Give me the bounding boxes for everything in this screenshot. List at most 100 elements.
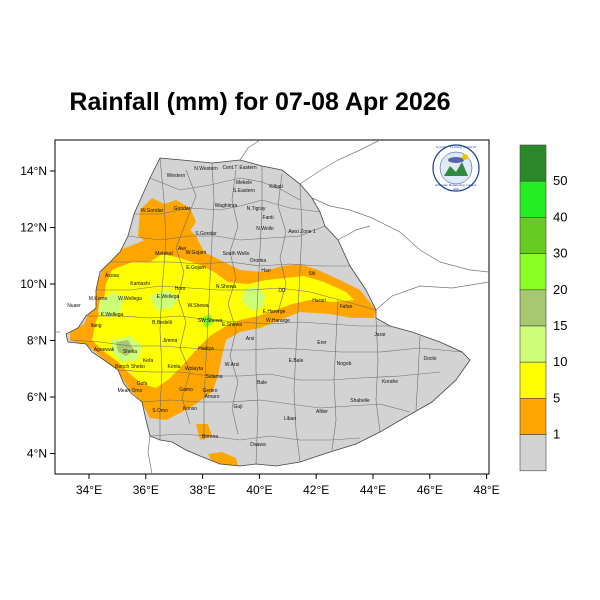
- sun-icon: [462, 154, 468, 160]
- region-label: Harari: [312, 298, 326, 304]
- rainfall-legend: 50 40 30 20 15 10 5 1: [519, 144, 567, 472]
- longitude-axis: 34°E 36°E 38°E 40°E 42°E 44°E 46°E 48°E: [76, 474, 500, 497]
- rain-10-15: [98, 292, 124, 318]
- lon-tick-label: 34°E: [76, 483, 102, 497]
- region-label: Bench Sheko: [115, 364, 145, 370]
- region-label: W.Hararge: [266, 318, 290, 324]
- region-label: Bale: [257, 380, 267, 386]
- region-label: Siti: [309, 271, 316, 277]
- region-label: Daawa: [250, 442, 266, 448]
- region-label: Konta: [167, 364, 180, 370]
- lon-tick-label: 46°E: [417, 483, 443, 497]
- lon-tick-label: 44°E: [360, 483, 386, 497]
- region-label: Western: [167, 173, 186, 179]
- region-label: Metekel: [155, 251, 173, 257]
- lon-tick-label: 38°E: [190, 483, 216, 497]
- lon-tick-label: 42°E: [303, 483, 329, 497]
- ethiopia-outline: [65, 157, 471, 467]
- region-label: E.Wellega: [157, 294, 180, 300]
- region-label: Waghimra: [215, 203, 238, 209]
- legend-label: 50: [553, 173, 567, 188]
- cloud-icon: [448, 157, 464, 163]
- region-label: Doolo: [423, 356, 436, 362]
- region-label: Sheka: [123, 349, 137, 355]
- region-label: Guji: [234, 404, 243, 410]
- region-label: Sidama: [206, 374, 223, 380]
- region-label: Afder: [316, 409, 328, 415]
- region-label: Cent.T: [222, 165, 237, 171]
- region-label: South Wello: [223, 251, 250, 257]
- zone-borders: [69, 158, 463, 465]
- lat-tick-label: 14°N: [20, 164, 47, 178]
- legend-label: 5: [553, 390, 560, 405]
- legend-swatch: [519, 180, 547, 218]
- region-label: Eastern: [239, 165, 256, 171]
- region-label: Gondar: [174, 206, 191, 212]
- lat-tick-label: 8°N: [27, 334, 47, 348]
- legend-label: 40: [553, 209, 567, 224]
- region-label: SW.Shewa: [198, 318, 223, 324]
- region-label: E.Harerge: [263, 309, 286, 315]
- region-label: Kilbati: [269, 184, 283, 190]
- neighbor-borders: [55, 140, 489, 474]
- region-label: K.Wellega: [101, 312, 124, 318]
- region-label: Awi: [178, 246, 186, 252]
- region-label: Erer: [317, 340, 327, 346]
- lat-tick-label: 6°N: [27, 390, 47, 404]
- region-label: W.Wellega: [118, 296, 142, 302]
- region-label: S.Omo: [152, 408, 168, 414]
- rain-20-30: [200, 314, 214, 328]
- lat-tick-label: 4°N: [27, 447, 47, 461]
- region-label: Fafan: [340, 304, 353, 310]
- region-label: Wolayta: [185, 366, 203, 372]
- region-label: N.Shewa: [216, 284, 237, 290]
- region-label: E.Gojam: [186, 265, 205, 271]
- region-label: Fanti: [262, 215, 273, 221]
- legend-label: 1: [553, 427, 560, 442]
- region-label: W.Gojam: [186, 250, 207, 256]
- region-label: Hari: [261, 268, 270, 274]
- region-label: Horo: [175, 286, 186, 292]
- lon-tick-label: 48°E: [474, 483, 500, 497]
- region-label: Itang: [90, 323, 101, 329]
- region-label: Jarar: [374, 332, 386, 338]
- logo-abbr: EMI: [453, 187, 459, 191]
- region-label: Mekele: [236, 180, 252, 186]
- region-labels: Western N.Western Cent.T Eastern Mekele S.Eas…: [67, 165, 437, 448]
- legend-swatch: [519, 398, 547, 435]
- region-label: E.Bale: [289, 358, 304, 364]
- lon-tick-label: 40°E: [246, 483, 272, 497]
- lat-tick-label: 10°N: [20, 277, 47, 291]
- region-label: Agnewak: [94, 347, 115, 353]
- legend-swatch: [519, 253, 547, 291]
- region-label: Gamo: [179, 387, 193, 393]
- region-label: N.Wollo: [256, 226, 274, 232]
- logo-top-text: የኢትዮጵያ ሚቲዎሮሎጂ ኢንስቲትዩት: [436, 145, 477, 149]
- region-label: W.Arsi: [225, 362, 239, 368]
- region-label: Nogob: [337, 361, 352, 367]
- region-label: Awsi Zone 1: [288, 229, 316, 235]
- region-label: Gedeo: [202, 388, 217, 394]
- map-title: Rainfall (mm) for 07-08 Apr 2026: [69, 88, 451, 116]
- lon-tick-label: 36°E: [133, 483, 159, 497]
- legend-label: 15: [553, 318, 567, 333]
- legend-swatch: [519, 144, 547, 182]
- region-label: S.Gondar: [195, 231, 217, 237]
- region-label: N.Tigray: [247, 206, 266, 212]
- legend-swatch: [519, 361, 547, 399]
- region-label: Korahe: [382, 379, 398, 385]
- region-label: Konso: [183, 406, 197, 412]
- region-label: B.Bedelli: [152, 320, 172, 326]
- region-label: Amaro: [205, 394, 220, 400]
- region-label: Nuaer: [67, 303, 81, 309]
- logo-bottom-text: Ethiopian Meteorology Institute: [435, 183, 477, 187]
- region-label: Oromia: [250, 258, 267, 264]
- region-label: Arsi: [246, 336, 255, 342]
- rain-15-20: [116, 340, 134, 356]
- region-label: Kamashi: [130, 281, 149, 287]
- legend-swatch: [519, 325, 547, 363]
- latitude-axis: 14°N 12°N 10°N 8°N 6°N 4°N: [20, 164, 55, 461]
- rain-10-15-b: [150, 290, 178, 310]
- region-label: DD: [278, 288, 286, 294]
